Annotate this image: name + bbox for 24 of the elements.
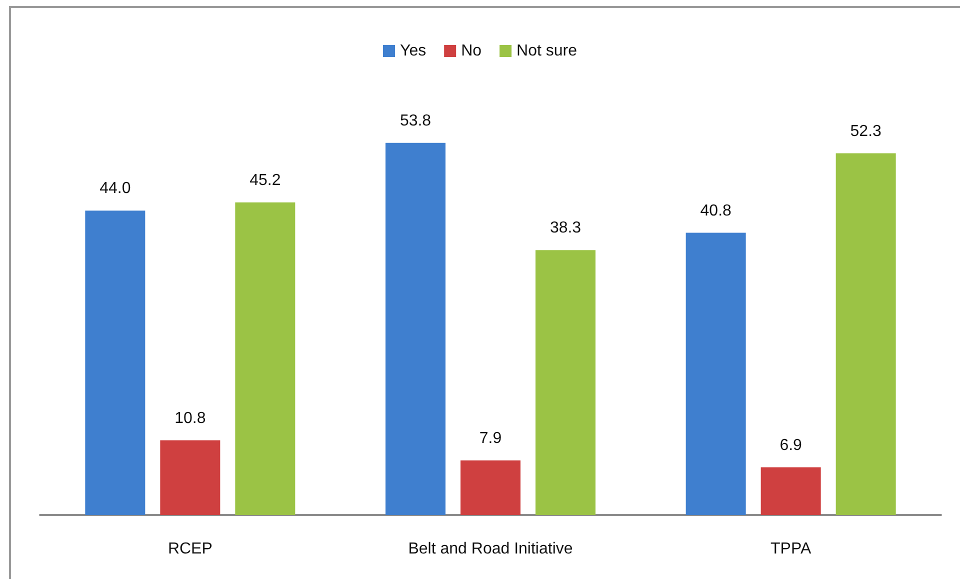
data-label: 44.0 <box>100 180 131 198</box>
data-label: 7.9 <box>479 430 502 447</box>
bar <box>85 210 146 515</box>
bar <box>686 232 746 515</box>
bar <box>836 153 896 515</box>
data-label: 45.2 <box>250 172 281 189</box>
x-tick-label: RCEP <box>168 540 212 558</box>
legend-label: Yes <box>400 42 426 60</box>
data-label: 10.8 <box>174 410 206 427</box>
legend-label: No <box>461 42 482 60</box>
data-label: 52.3 <box>850 122 882 140</box>
x-tick-label: TPPA <box>770 540 812 558</box>
data-label: 53.8 <box>400 112 432 130</box>
data-label: 38.3 <box>550 220 582 237</box>
bar <box>160 440 220 515</box>
bar <box>760 467 821 515</box>
data-label: 40.8 <box>700 202 732 220</box>
bar <box>235 202 296 515</box>
x-tick-label: Belt and Road Initiative <box>408 540 573 558</box>
bar <box>536 250 596 515</box>
data-label: 6.9 <box>780 436 802 454</box>
bar <box>460 460 520 515</box>
legend-label: Not sure <box>516 42 578 60</box>
bar <box>386 142 446 515</box>
